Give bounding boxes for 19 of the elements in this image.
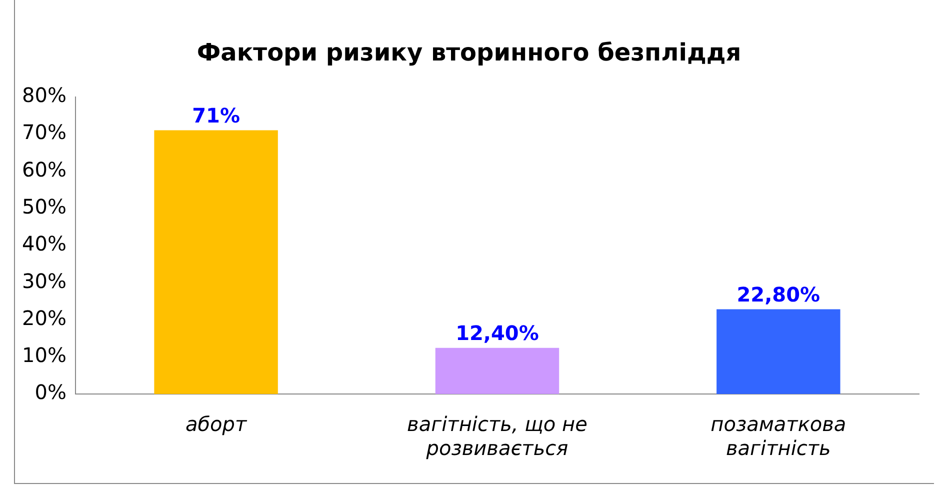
y-tick-label: 10% (22, 343, 66, 368)
y-tick-label: 0% (34, 380, 66, 404)
bar (716, 309, 840, 394)
x-tick-label: вагітність, що не розвивається (407, 412, 588, 460)
y-tick-label: 30% (22, 268, 66, 293)
y-tick-label: 80% (22, 83, 66, 108)
bar (154, 130, 278, 394)
chart-title: Фактори ризику вторинного безпліддя (196, 38, 742, 67)
bar (435, 348, 560, 394)
y-tick-label: 20% (22, 306, 66, 330)
x-tick-label: позаматкова вагітність (710, 412, 846, 460)
y-tick-label: 70% (22, 120, 66, 144)
y-tick-label: 60% (22, 157, 66, 182)
y-tick-label: 50% (22, 194, 66, 218)
data-label: 22,80% (736, 282, 820, 306)
data-label: 71% (192, 103, 240, 128)
data-label: 12,40% (456, 321, 539, 346)
x-tick-label: аборт (185, 412, 248, 436)
y-tick-label: 40% (22, 232, 66, 256)
